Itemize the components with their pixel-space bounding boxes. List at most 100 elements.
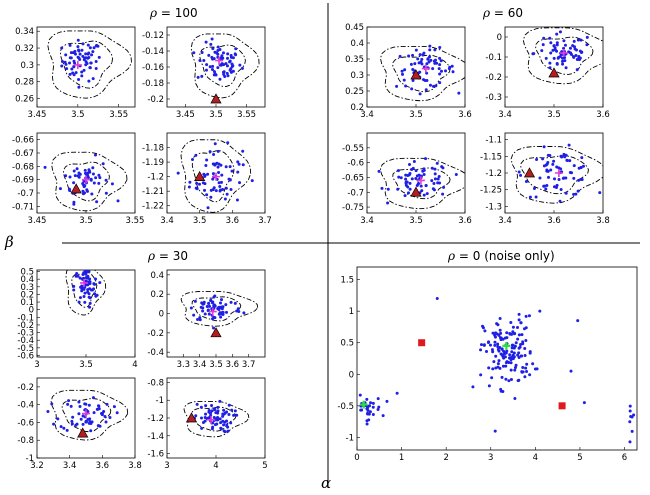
x-axis-label-alpha: α — [321, 474, 331, 492]
data-point — [69, 404, 73, 408]
x-tick-label: 3.4 — [63, 461, 77, 471]
data-point — [555, 32, 559, 36]
data-point — [572, 39, 576, 43]
data-point — [203, 174, 207, 178]
y-tick-label: 0 — [497, 33, 502, 43]
data-point — [499, 331, 503, 335]
y-tick-label: 0.5 — [340, 339, 354, 349]
x-tick-label: 3.6 — [458, 110, 472, 120]
data-point — [207, 301, 211, 305]
data-point — [76, 38, 80, 42]
true-parameter-marker — [185, 412, 198, 423]
data-point — [212, 315, 216, 319]
data-point — [90, 192, 94, 196]
data-point — [187, 185, 191, 189]
confidence-contour — [392, 54, 451, 93]
confidence-contour — [191, 296, 242, 322]
data-point — [513, 332, 517, 336]
data-point — [210, 67, 214, 71]
panel-rho30-b: 3.3 3.4 3.5 3.6 3.7 0.4 0.2 0 -0.2 -0.4 — [147, 269, 266, 370]
data-point — [524, 339, 528, 343]
data-point — [95, 44, 99, 48]
data-point — [413, 62, 417, 66]
data-point — [97, 181, 101, 185]
data-point — [366, 412, 370, 416]
y-tick-label: -1.15 — [480, 152, 502, 162]
data-point — [598, 191, 602, 195]
data-point — [235, 309, 239, 313]
data-point — [517, 312, 521, 316]
data-point — [559, 167, 563, 171]
data-point — [78, 276, 82, 280]
data-point — [203, 419, 207, 423]
confidence-contour — [63, 161, 110, 202]
panel-rho0: 0 1 2 3 4 5 6 1.5 1 0.5 0 -0.5 -1 — [337, 266, 638, 463]
y-tick-label: -0.4 — [17, 336, 34, 346]
data-point — [193, 299, 197, 303]
panel-rho60-c: 3.4 3.5 3.6 -0.55 -0.6 -0.65 -0.7 -0.75 — [342, 132, 472, 226]
data-point — [576, 189, 580, 193]
data-point — [76, 55, 80, 59]
data-point — [542, 36, 546, 40]
data-point — [229, 67, 233, 71]
data-point — [85, 188, 89, 192]
panels-group: 3.45 3.5 3.550.260.280.30.320.343.45 3.5 3.5… — [12, 23, 638, 471]
data-point — [497, 359, 501, 363]
data-point — [424, 157, 428, 161]
x-tick-label: 4 — [132, 360, 137, 370]
data-point — [81, 272, 85, 276]
data-point — [416, 57, 420, 61]
data-point — [439, 59, 443, 63]
y-tick-label: -1.3 — [485, 202, 502, 212]
data-point — [517, 351, 521, 355]
data-point — [233, 409, 237, 413]
x-tick-label: 3.55 — [126, 216, 145, 226]
title-rho60: ρ = 60 — [482, 6, 523, 20]
data-point — [493, 429, 497, 433]
data-point — [225, 56, 229, 60]
data-point — [490, 348, 494, 352]
confidence-contour — [379, 157, 465, 210]
data-point — [563, 43, 567, 47]
data-point — [504, 364, 508, 368]
data-point — [83, 168, 87, 172]
data-point — [437, 175, 441, 179]
data-point — [435, 297, 439, 301]
y-tick-label: -0.4 — [17, 401, 34, 411]
y-tick-label: -0.7 — [17, 189, 34, 199]
data-point — [236, 170, 240, 174]
y-tick-label: 1 — [349, 307, 354, 317]
y-tick-label: -0.75 — [342, 203, 364, 213]
data-point — [97, 173, 101, 177]
y-tick-label: 0.34 — [15, 27, 34, 37]
y-tick-label: -0.2 — [147, 95, 164, 105]
data-point — [514, 363, 518, 367]
data-point — [88, 305, 92, 309]
data-point — [221, 419, 225, 423]
data-point — [222, 429, 226, 433]
data-point — [528, 195, 532, 199]
data-point — [190, 157, 194, 161]
data-point — [418, 70, 422, 74]
data-point — [546, 169, 550, 173]
data-point — [201, 309, 205, 313]
cluster-center-marker — [359, 400, 368, 409]
plot-area — [43, 151, 128, 212]
data-point — [629, 414, 633, 418]
data-point — [564, 191, 568, 195]
data-point — [80, 289, 84, 293]
data-point — [368, 404, 372, 408]
data-point — [432, 182, 436, 186]
data-point — [509, 378, 513, 382]
data-point — [501, 364, 505, 368]
data-point — [442, 185, 446, 189]
data-point — [376, 408, 380, 412]
data-point — [204, 68, 208, 72]
data-point — [425, 192, 429, 196]
data-point — [509, 358, 513, 362]
data-point — [508, 353, 512, 357]
y-tick-label: -0.71 — [12, 202, 34, 212]
data-point — [68, 61, 72, 65]
y-tick-label: 0.1 — [20, 298, 34, 308]
data-point — [72, 59, 76, 63]
